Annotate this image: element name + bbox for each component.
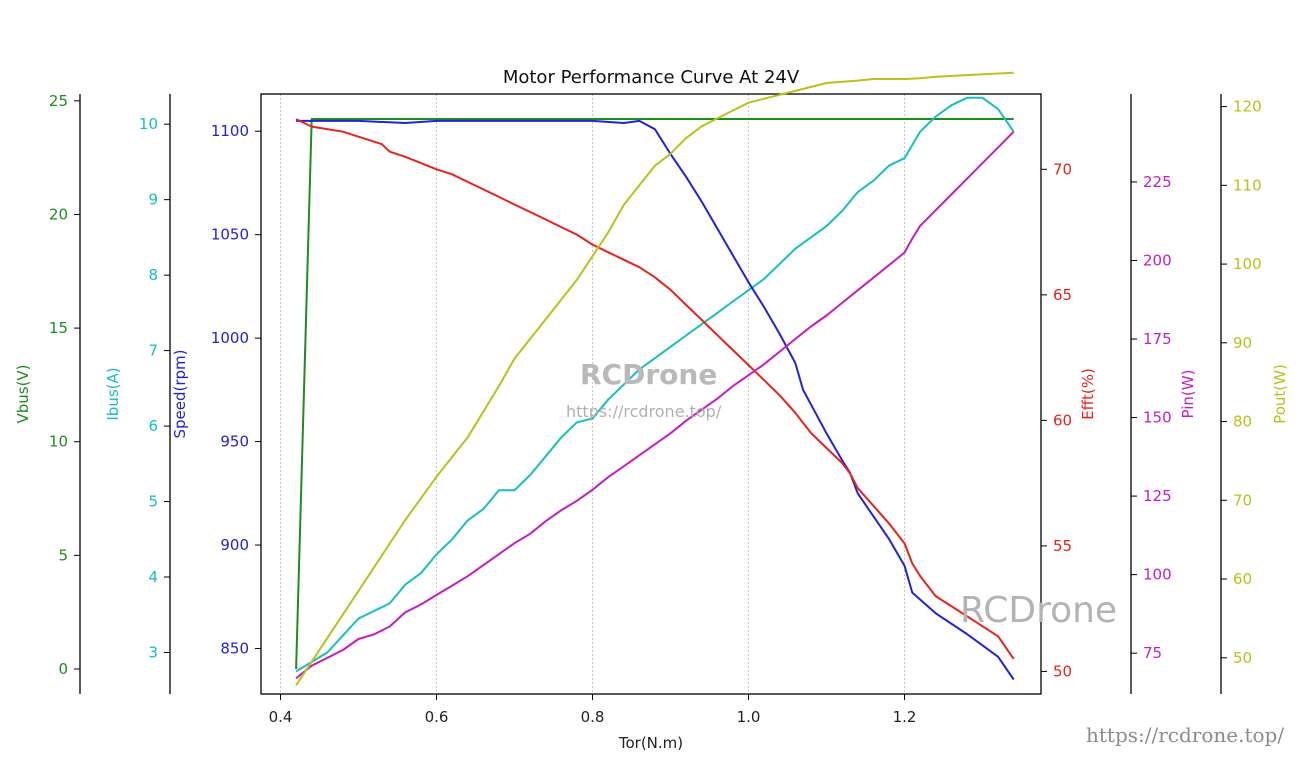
pout-tick-label: 120	[1233, 98, 1262, 116]
pin-tick-label: 175	[1143, 330, 1172, 348]
x-tick-label: 0.6	[425, 708, 449, 726]
x-tick-label: 0.4	[269, 708, 293, 726]
pin-tick-label: 225	[1143, 173, 1172, 191]
ibus-tick-label: 6	[148, 417, 158, 435]
pin-tick-label: 100	[1143, 566, 1172, 584]
vbus-tick-label: 15	[49, 319, 68, 337]
speed-tick-label: 1000	[211, 329, 249, 347]
efft-tick-label: 55	[1053, 537, 1072, 555]
vbus-tick-label: 20	[49, 205, 68, 223]
efft-tick-label: 50	[1053, 662, 1072, 680]
chart-title: Motor Performance Curve At 24V	[503, 67, 800, 88]
speed-tick-label: 950	[220, 433, 249, 451]
speed-tick-label: 900	[220, 536, 249, 554]
vbus-series-line	[295, 118, 1014, 670]
pout-tick-label: 50	[1233, 649, 1252, 667]
speed-tick-label: 850	[220, 639, 249, 657]
speed-axis-label: Speed(rpm)	[171, 349, 189, 438]
plot-frame	[260, 93, 1042, 695]
vbus-tick-label: 10	[49, 433, 68, 451]
pout-tick-label: 90	[1233, 334, 1252, 352]
pout-tick-label: 70	[1233, 491, 1252, 509]
vbus-axis-label: Vbus(V)	[14, 364, 32, 423]
ibus-tick-label: 10	[139, 115, 158, 133]
pout-axis-label: Pout(W)	[1271, 364, 1289, 424]
watermark-corner-logo: RCDrone	[960, 590, 1118, 631]
speed-tick-label: 1100	[211, 122, 249, 140]
vbus-tick-label: 0	[58, 660, 68, 678]
efft-tick-label: 70	[1053, 160, 1072, 178]
ibus-axis-label: Ibus(A)	[104, 367, 122, 420]
efft-tick-label: 65	[1053, 286, 1072, 304]
pin-axis-label: Pin(W)	[1179, 370, 1197, 419]
pin-tick-label: 200	[1143, 251, 1172, 269]
ibus-tick-label: 8	[148, 266, 158, 284]
x-tick-label: 1.2	[893, 708, 917, 726]
ibus-tick-label: 5	[148, 493, 158, 511]
pin-tick-label: 125	[1143, 487, 1172, 505]
pout-tick-label: 100	[1233, 255, 1262, 273]
x-axis-label: Tor(N.m)	[618, 734, 683, 752]
ibus-tick-label: 7	[148, 342, 158, 360]
vbus-tick-label: 5	[58, 546, 68, 564]
ibus-tick-label: 4	[148, 568, 158, 586]
watermark-bottom-url: https://rcdrone.top/	[1086, 723, 1285, 747]
pout-tick-label: 80	[1233, 413, 1252, 431]
watermark-url: https://rcdrone.top/	[566, 402, 722, 421]
x-tick-label: 1.0	[737, 708, 761, 726]
pout-tick-label: 60	[1233, 570, 1252, 588]
efft-axis-label: Efft(%)	[1079, 368, 1097, 420]
speed-tick-label: 1050	[211, 226, 249, 244]
pin-series-line	[295, 130, 1015, 680]
ibus-tick-label: 9	[148, 191, 158, 209]
efft-series-line	[295, 118, 1015, 660]
vbus-tick-label: 25	[49, 92, 68, 110]
efft-tick-label: 60	[1053, 411, 1072, 429]
speed-series-line	[296, 119, 1015, 681]
pin-tick-label: 150	[1143, 409, 1172, 427]
ibus-tick-label: 3	[148, 643, 158, 661]
pin-tick-label: 75	[1143, 644, 1162, 662]
pout-tick-label: 110	[1233, 176, 1262, 194]
watermark-logo: RCDrone	[580, 358, 718, 391]
x-tick-label: 0.8	[581, 708, 605, 726]
ibus-series-line	[295, 96, 1015, 673]
pout-series-line	[295, 71, 1014, 686]
